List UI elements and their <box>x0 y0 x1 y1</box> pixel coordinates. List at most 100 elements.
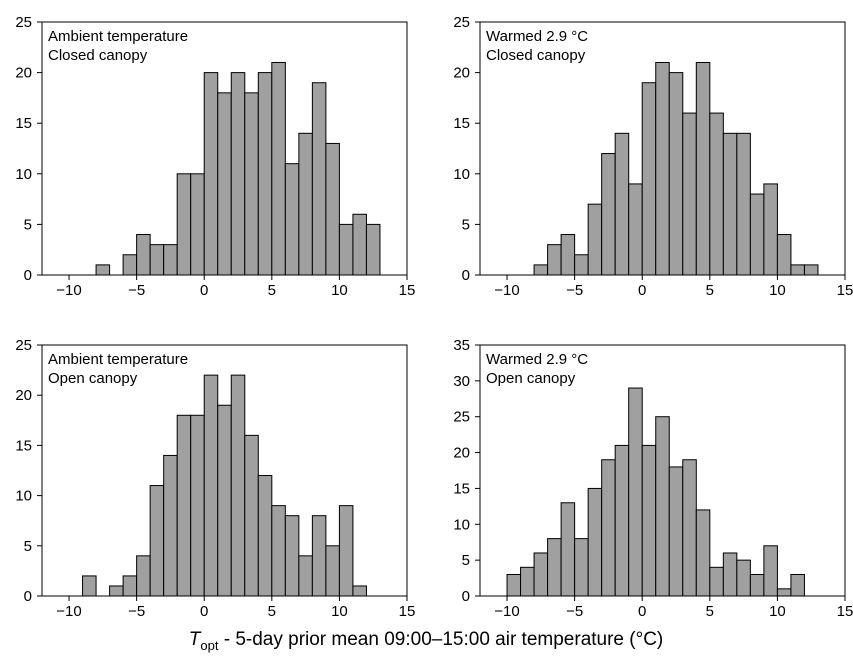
histogram-bar <box>695 61 711 276</box>
x-tick-label: −10 <box>56 282 81 299</box>
x-tick-label: 5 <box>706 603 714 620</box>
y-tick-label: 10 <box>453 166 470 183</box>
histogram-bar <box>338 223 354 276</box>
histogram-bar <box>533 552 549 597</box>
histogram-bar <box>163 244 178 276</box>
histogram-bar <box>325 545 340 597</box>
histogram-bar <box>257 72 273 276</box>
x-tick-label: 0 <box>638 282 646 299</box>
histogram-panel-2: −10 −5 0 5 10 15 0 5 10 15 20 25 Warmed 2.9 °C Closed… <box>453 14 853 299</box>
histogram-bar <box>682 112 697 276</box>
histogram-bar <box>230 72 246 276</box>
histogram-bar <box>601 459 616 597</box>
histogram-bar <box>311 82 327 276</box>
y-tick-label: 5 <box>24 538 32 555</box>
histogram-bar <box>776 234 792 276</box>
y-tick-label: 0 <box>462 267 470 284</box>
x-tick-label: 0 <box>200 603 208 620</box>
y-tick-label: 20 <box>453 445 470 462</box>
histogram-bar <box>722 552 738 597</box>
histogram-panel-4: −10 −5 0 5 10 15 0 5 10 15 20 25 30 35 Warmed 2.9 °C Op… <box>453 337 853 620</box>
x-tick-label: 15 <box>399 603 416 620</box>
histogram-bar <box>709 112 724 276</box>
x-tick-label: −10 <box>494 603 519 620</box>
histogram-bar <box>614 132 630 276</box>
histogram-bar <box>560 234 576 276</box>
histogram-bar <box>298 132 313 276</box>
x-axis-label-subscript: opt <box>200 638 218 653</box>
histogram-bar <box>82 575 97 597</box>
histogram-bar <box>284 163 300 276</box>
histogram-bar <box>230 374 246 597</box>
y-tick-label: 5 <box>462 552 470 569</box>
histogram-bar <box>284 515 300 597</box>
y-tick-label: 15 <box>15 437 32 454</box>
histogram-bar <box>520 566 535 597</box>
histogram-bar <box>641 82 657 276</box>
y-tick-label: 10 <box>15 166 32 183</box>
panel-annotation-line: Open canopy <box>48 370 138 387</box>
histogram-bar <box>736 132 751 276</box>
histogram-bar <box>325 142 340 276</box>
histogram-bar <box>749 193 765 276</box>
histogram-bar <box>682 459 697 597</box>
x-tick-label: 10 <box>331 603 348 620</box>
histogram-bar <box>803 264 819 276</box>
histogram-bar <box>655 61 670 276</box>
histogram-bar <box>203 374 219 597</box>
histogram-bar <box>190 414 205 597</box>
y-tick-label: 20 <box>453 65 470 82</box>
plot-frame <box>479 344 846 597</box>
x-axis-label-text: - 5-day prior mean 09:00–15:00 air tempe… <box>218 629 663 650</box>
y-tick-label: 0 <box>24 588 32 605</box>
x-tick-label: 10 <box>769 282 786 299</box>
histogram-bar <box>311 515 327 597</box>
y-tick-label: 10 <box>15 488 32 505</box>
histogram-bar <box>122 254 138 276</box>
x-tick-label: 15 <box>837 282 853 299</box>
histogram-panel-1: −10 −5 0 5 10 15 0 5 10 15 20 25 Ambient temperature… <box>15 14 415 299</box>
x-axis-label-symbol: T <box>189 629 202 650</box>
histogram-bar <box>217 92 232 276</box>
panel-annotation-line: Warmed 2.9 °C <box>486 351 588 368</box>
plot-frame <box>41 21 408 276</box>
x-tick-label: 0 <box>200 282 208 299</box>
x-tick-label: 5 <box>268 603 276 620</box>
histogram-bar <box>655 416 670 597</box>
y-tick-label: 25 <box>453 14 470 31</box>
histogram-bar <box>790 573 805 597</box>
histogram-bar <box>574 538 589 597</box>
x-tick-label: 0 <box>638 603 646 620</box>
x-tick-label: 15 <box>399 282 416 299</box>
x-tick-label: 10 <box>331 282 348 299</box>
histogram-bar <box>257 475 273 597</box>
plot-frame <box>479 21 846 276</box>
histogram-bar <box>271 505 286 597</box>
histogram-bar <box>271 61 286 276</box>
histogram-bar <box>136 234 151 276</box>
histogram-bar <box>668 466 684 597</box>
x-tick-label: 10 <box>769 603 786 620</box>
histogram-bar <box>203 72 219 276</box>
x-tick-label: −5 <box>566 603 583 620</box>
histogram-bar <box>547 538 562 597</box>
panel-annotation-line: Closed canopy <box>486 47 586 64</box>
panel-annotation-line: Closed canopy <box>48 47 148 64</box>
y-tick-label: 25 <box>453 409 470 426</box>
panel-annotation-line: Ambient temperature <box>48 351 188 368</box>
histogram-bar <box>244 434 259 597</box>
y-tick-label: 0 <box>462 588 470 605</box>
panel-annotation-line: Open canopy <box>486 370 576 387</box>
histogram-bar <box>136 555 151 597</box>
histogram-bar <box>533 264 549 276</box>
histogram-bar <box>790 264 805 276</box>
y-tick-label: 0 <box>24 267 32 284</box>
x-tick-label: 15 <box>837 603 853 620</box>
histogram-bar <box>163 454 178 597</box>
y-tick-label: 35 <box>453 337 470 354</box>
histogram-bar <box>244 92 259 276</box>
y-tick-label: 5 <box>462 216 470 233</box>
histogram-bar <box>628 183 643 276</box>
plot-frame <box>41 344 408 597</box>
